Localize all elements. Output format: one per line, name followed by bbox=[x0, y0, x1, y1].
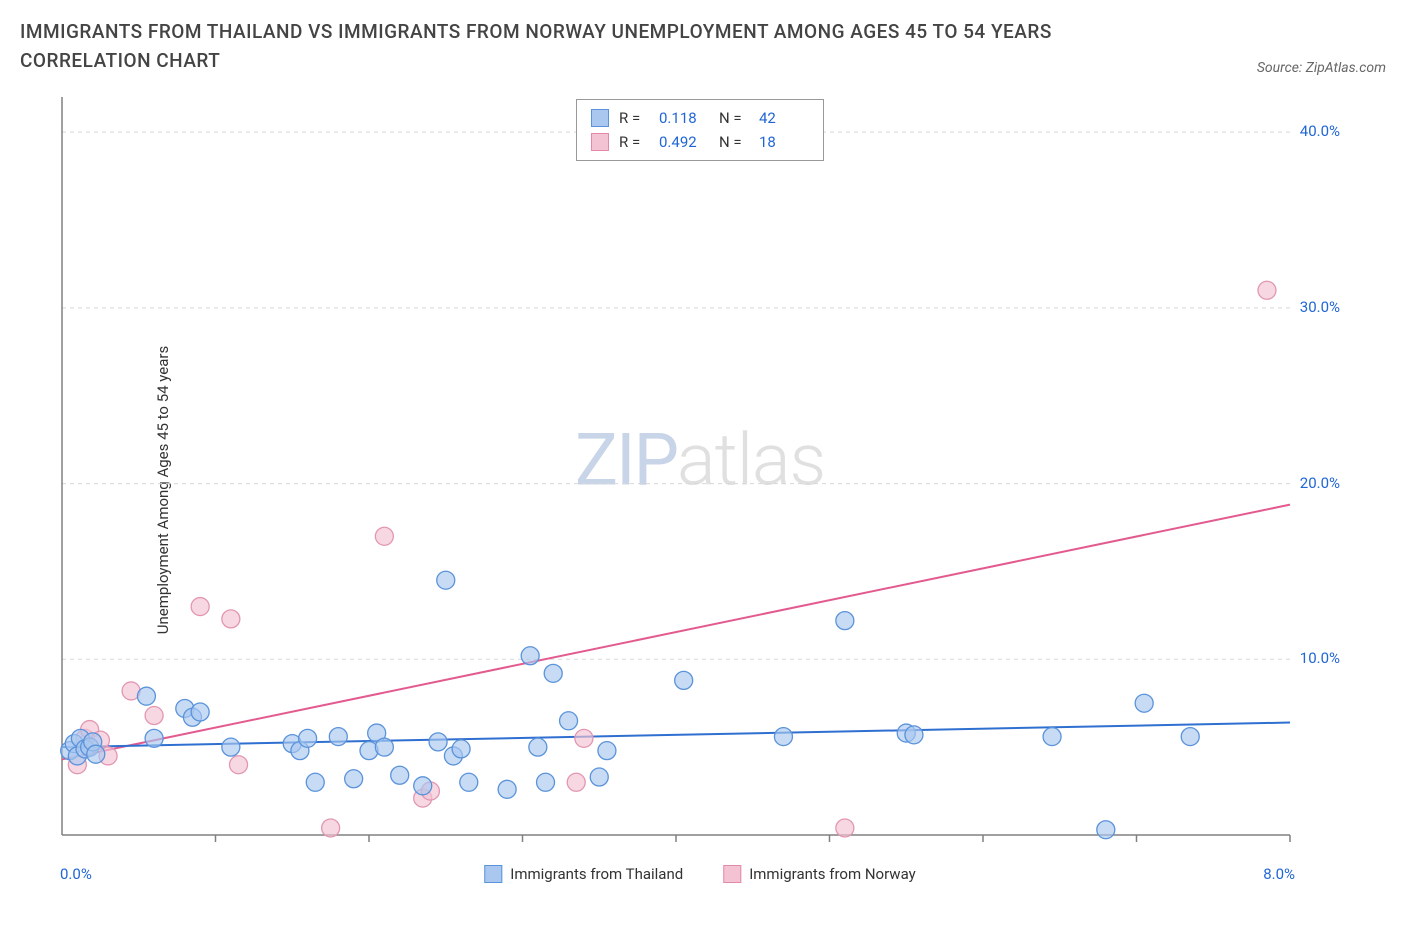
legend-row-blue: R = 0.118 N = 42 bbox=[591, 106, 809, 130]
legend-row-pink: R = 0.492 N = 18 bbox=[591, 130, 809, 154]
chart-title: IMMIGRANTS FROM THAILAND VS IMMIGRANTS F… bbox=[20, 18, 1120, 75]
y-tick-label: 40.0% bbox=[1300, 122, 1340, 140]
scatter-plot-svg bbox=[60, 95, 1340, 855]
swatch-thailand bbox=[484, 865, 502, 883]
legend-item-thailand: Immigrants from Thailand bbox=[484, 865, 683, 883]
legend-item-norway: Immigrants from Norway bbox=[723, 865, 916, 883]
chart-container: Unemployment Among Ages 45 to 54 years Z… bbox=[24, 95, 1384, 885]
legend-series: Immigrants from Thailand Immigrants from… bbox=[484, 865, 915, 883]
y-tick-label: 20.0% bbox=[1300, 474, 1340, 492]
x-max-label: 8.0% bbox=[1263, 865, 1295, 883]
swatch-pink bbox=[591, 133, 609, 151]
swatch-norway bbox=[723, 865, 741, 883]
legend-label: Immigrants from Thailand bbox=[510, 865, 683, 883]
legend-label: Immigrants from Norway bbox=[749, 865, 916, 883]
plot-area: ZIPatlas R = 0.118 N = 42 R = 0.492 N = … bbox=[60, 95, 1340, 855]
y-tick-label: 10.0% bbox=[1300, 649, 1340, 667]
source-label: Source: ZipAtlas.com bbox=[1257, 60, 1386, 76]
y-tick-label: 30.0% bbox=[1300, 298, 1340, 316]
legend-correlation: R = 0.118 N = 42 R = 0.492 N = 18 bbox=[576, 99, 824, 161]
swatch-blue bbox=[591, 109, 609, 127]
x-origin-label: 0.0% bbox=[60, 865, 92, 883]
